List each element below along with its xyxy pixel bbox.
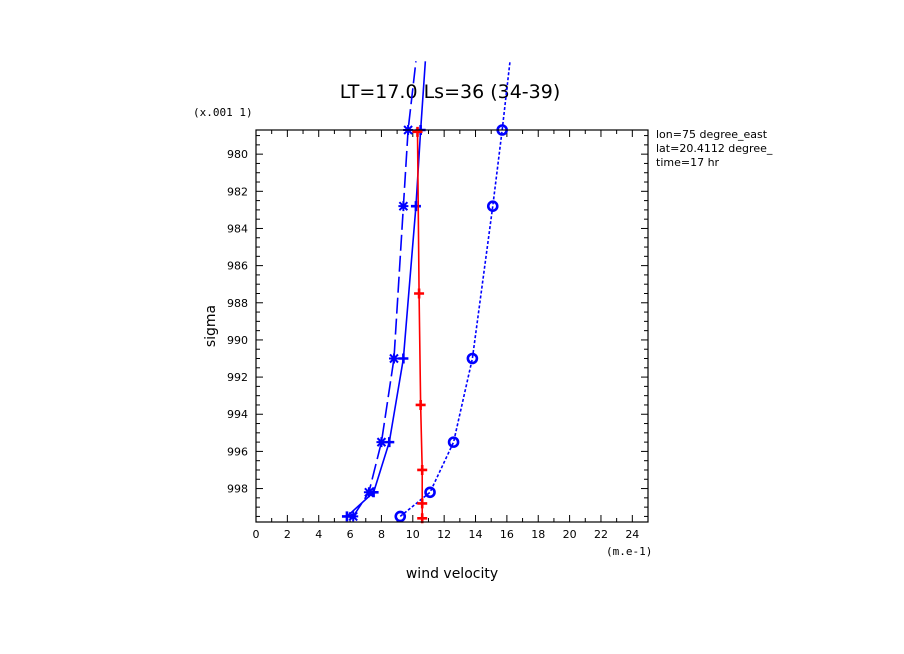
data-point [414, 288, 425, 299]
data-point [384, 437, 395, 448]
x-unit-label: (m.e-1) [606, 545, 652, 558]
x-tick-label: 24 [625, 528, 639, 541]
x-axis-label: wind velocity [406, 566, 498, 582]
y-tick-label: 998 [227, 483, 248, 496]
x-tick-label: 20 [563, 528, 577, 541]
data-point [417, 498, 428, 509]
data-point [394, 510, 407, 523]
series-line [416, 131, 424, 519]
x-tick-label: 14 [469, 528, 483, 541]
y-tick-label: 990 [227, 334, 248, 347]
y-scale-label: (x.001 1) [193, 106, 253, 119]
y-axis-label: sigma [203, 305, 219, 347]
data-point [466, 352, 479, 365]
data-point [398, 353, 409, 364]
data-point [368, 487, 379, 498]
y-tick-label: 992 [227, 371, 248, 384]
x-tick-label: 8 [378, 528, 385, 541]
data-point [424, 486, 436, 499]
x-axis-ticks: 0 2 4 6 8 10 12 14 16 18 20 22 24 [253, 130, 639, 541]
data-point [348, 511, 359, 522]
y-tick-label: 980 [227, 148, 248, 161]
data-point [415, 399, 426, 410]
info-time: time=17 hr [656, 156, 720, 169]
x-tick-label: 4 [315, 528, 322, 541]
data-point [412, 126, 423, 137]
data-point [417, 464, 428, 475]
data-point [410, 201, 421, 212]
data-point [388, 353, 399, 364]
y-tick-label: 994 [227, 408, 248, 421]
x-tick-label: 18 [531, 528, 545, 541]
x-tick-label: 2 [284, 528, 291, 541]
x-tick-label: 12 [437, 528, 451, 541]
x-tick-label: 22 [594, 528, 608, 541]
data-point [376, 437, 387, 448]
data-point [398, 201, 409, 212]
x-tick-label: 0 [253, 528, 260, 541]
x-tick-label: 6 [347, 528, 354, 541]
series-3 [412, 126, 428, 524]
y-tick-label: 986 [227, 260, 248, 273]
data-point [341, 511, 352, 522]
plot-frame [255, 129, 649, 523]
y-axis-ticks: 980 982 984 986 988 990 992 994 996 998 [227, 135, 648, 517]
y-tick-label: 984 [227, 222, 248, 235]
x-tick-label: 10 [406, 528, 420, 541]
chart-title: LT=17.0 Ls=36 (34-39) [340, 81, 561, 103]
data-point [447, 436, 460, 448]
info-lon: lon=75 degree_east [656, 128, 768, 141]
y-tick-label: 996 [227, 445, 248, 458]
info-lat: lat=20.4112 degree_ [656, 142, 773, 155]
y-tick-label: 982 [227, 185, 248, 198]
data-point [486, 200, 499, 212]
x-tick-label: 16 [500, 528, 514, 541]
y-tick-label: 988 [227, 297, 248, 310]
